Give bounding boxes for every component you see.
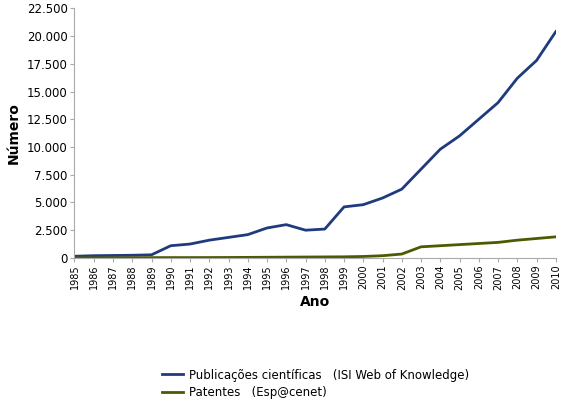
X-axis label: Ano: Ano bbox=[300, 295, 330, 309]
Patentes   (Esp@cenet) bbox=[129, 255, 136, 260]
Publicações científicas   (ISI Web of Knowledge) bbox=[109, 253, 116, 258]
Publicações científicas   (ISI Web of Knowledge) bbox=[360, 202, 367, 207]
Patentes   (Esp@cenet) bbox=[476, 241, 482, 246]
Patentes   (Esp@cenet) bbox=[379, 253, 386, 258]
Publicações científicas   (ISI Web of Knowledge) bbox=[206, 238, 213, 243]
Patentes   (Esp@cenet) bbox=[109, 255, 116, 260]
Publicações científicas   (ISI Web of Knowledge) bbox=[264, 225, 270, 230]
Line: Patentes   (Esp@cenet): Patentes (Esp@cenet) bbox=[74, 237, 556, 258]
Patentes   (Esp@cenet) bbox=[398, 252, 405, 257]
Publicações científicas   (ISI Web of Knowledge) bbox=[533, 58, 540, 63]
Publicações científicas   (ISI Web of Knowledge) bbox=[283, 222, 290, 227]
Publicações científicas   (ISI Web of Knowledge) bbox=[225, 235, 232, 240]
Publicações científicas   (ISI Web of Knowledge) bbox=[302, 228, 309, 233]
Patentes   (Esp@cenet) bbox=[264, 255, 270, 260]
Publicações científicas   (ISI Web of Knowledge) bbox=[148, 253, 155, 258]
Publicações científicas   (ISI Web of Knowledge) bbox=[340, 204, 347, 209]
Publicações científicas   (ISI Web of Knowledge) bbox=[418, 167, 425, 172]
Patentes   (Esp@cenet) bbox=[533, 236, 540, 241]
Patentes   (Esp@cenet) bbox=[302, 255, 309, 260]
Y-axis label: Número: Número bbox=[7, 102, 21, 164]
Patentes   (Esp@cenet) bbox=[494, 240, 501, 245]
Patentes   (Esp@cenet) bbox=[225, 255, 232, 260]
Publicações científicas   (ISI Web of Knowledge) bbox=[514, 76, 521, 81]
Publicações científicas   (ISI Web of Knowledge) bbox=[456, 134, 463, 139]
Publicações científicas   (ISI Web of Knowledge) bbox=[476, 117, 482, 122]
Patentes   (Esp@cenet) bbox=[418, 244, 425, 249]
Patentes   (Esp@cenet) bbox=[321, 255, 328, 260]
Publicações científicas   (ISI Web of Knowledge) bbox=[167, 243, 174, 248]
Line: Publicações científicas   (ISI Web of Knowledge): Publicações científicas (ISI Web of Know… bbox=[74, 32, 556, 256]
Patentes   (Esp@cenet) bbox=[514, 238, 521, 243]
Publicações científicas   (ISI Web of Knowledge) bbox=[129, 253, 136, 258]
Publicações científicas   (ISI Web of Knowledge) bbox=[398, 187, 405, 192]
Patentes   (Esp@cenet) bbox=[340, 254, 347, 259]
Publicações científicas   (ISI Web of Knowledge) bbox=[552, 29, 559, 34]
Patentes   (Esp@cenet) bbox=[552, 234, 559, 239]
Patentes   (Esp@cenet) bbox=[283, 255, 290, 260]
Patentes   (Esp@cenet) bbox=[167, 255, 174, 260]
Patentes   (Esp@cenet) bbox=[437, 243, 444, 248]
Publicações científicas   (ISI Web of Knowledge) bbox=[437, 147, 444, 152]
Patentes   (Esp@cenet) bbox=[91, 255, 97, 260]
Legend: Publicações científicas   (ISI Web of Knowledge), Patentes   (Esp@cenet): Publicações científicas (ISI Web of Know… bbox=[162, 369, 469, 399]
Patentes   (Esp@cenet) bbox=[71, 255, 78, 260]
Publicações científicas   (ISI Web of Knowledge) bbox=[187, 242, 194, 247]
Publicações científicas   (ISI Web of Knowledge) bbox=[494, 100, 501, 105]
Patentes   (Esp@cenet) bbox=[360, 254, 367, 259]
Patentes   (Esp@cenet) bbox=[187, 255, 194, 260]
Patentes   (Esp@cenet) bbox=[148, 255, 155, 260]
Patentes   (Esp@cenet) bbox=[206, 255, 213, 260]
Publicações científicas   (ISI Web of Knowledge) bbox=[71, 254, 78, 259]
Patentes   (Esp@cenet) bbox=[244, 255, 251, 260]
Publicações científicas   (ISI Web of Knowledge) bbox=[321, 227, 328, 232]
Publicações científicas   (ISI Web of Knowledge) bbox=[91, 253, 97, 258]
Publicações científicas   (ISI Web of Knowledge) bbox=[244, 232, 251, 237]
Publicações científicas   (ISI Web of Knowledge) bbox=[379, 196, 386, 201]
Patentes   (Esp@cenet) bbox=[456, 242, 463, 247]
